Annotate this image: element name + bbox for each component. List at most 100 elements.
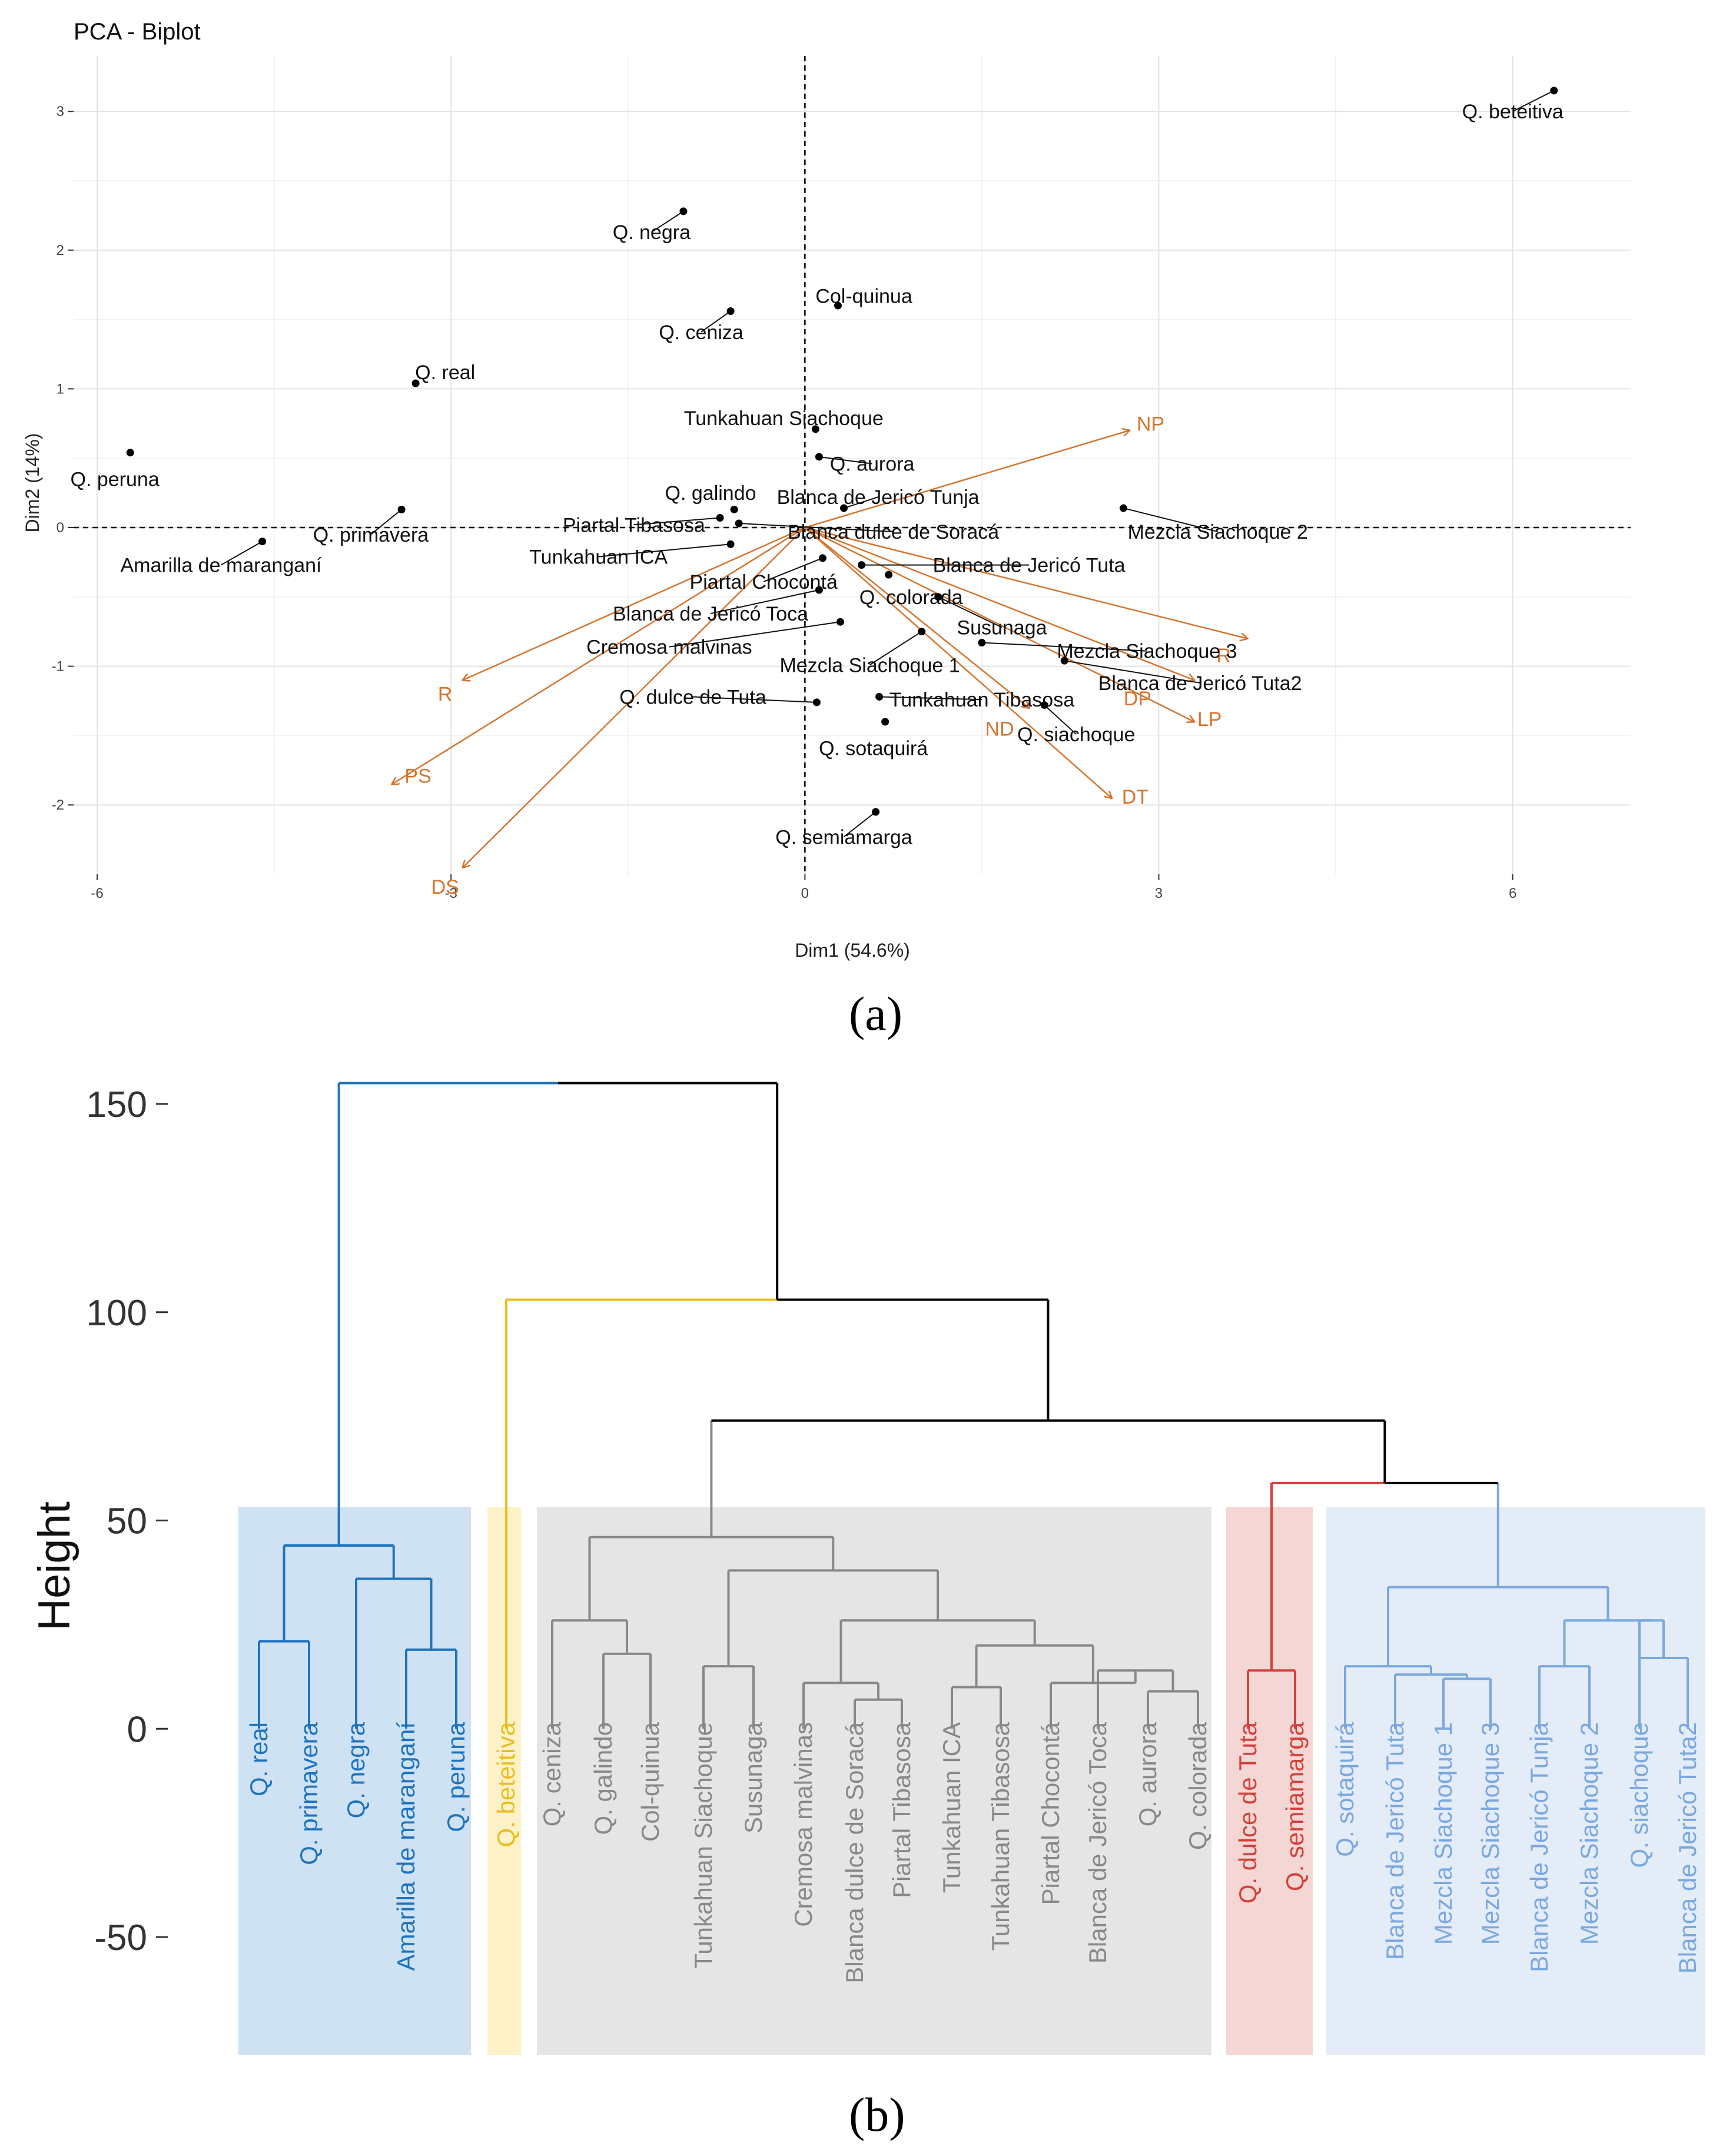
leaf-label: Q. real <box>245 1722 273 1796</box>
data-point <box>813 698 821 706</box>
point-label: Blanca dulce de Soracá <box>788 521 999 543</box>
leaf-label: Tunkahuan Tibasosa <box>987 1722 1014 1951</box>
y-tick-label: -2 <box>52 797 64 813</box>
dendro-tick-label: -50 <box>94 1918 147 1958</box>
leaf-label: Q. semiamarga <box>1281 1722 1309 1891</box>
leaf-label: Q. negra <box>342 1722 370 1818</box>
point-label: Q. sotaquirá <box>819 738 928 760</box>
data-point <box>398 506 406 513</box>
leaf-label: Blanca de Jericó Tuta <box>1381 1722 1409 1960</box>
data-point <box>735 519 743 527</box>
data-point <box>858 561 865 569</box>
point-label: Q. peruna <box>71 469 160 491</box>
pca-ylabel: Dim2 (14%) <box>22 433 43 533</box>
variable-label: LP <box>1197 708 1222 731</box>
x-tick-label: 6 <box>1509 886 1516 901</box>
data-point <box>918 628 925 635</box>
x-tick-label: -6 <box>91 886 103 901</box>
y-tick-label: 2 <box>57 243 64 258</box>
leaf-label: Mezcla Siachoque 2 <box>1575 1722 1603 1945</box>
point-label: Q. beteitiva <box>1462 101 1564 123</box>
leaf-label: Blanca de Jericó Tuta2 <box>1674 1722 1701 1974</box>
caption-a: (a) <box>849 986 902 1042</box>
variable-label: ND <box>985 718 1014 741</box>
dendro-tick-label: 0 <box>127 1709 147 1750</box>
pca-panel: -6 -3 0 3 6-2-10123NPRPSDSRDPLPNDDTQ. beteit… <box>52 56 1631 901</box>
variable-label: PS <box>404 765 431 788</box>
leaf-label: Blanca de Jericó Tunja <box>1525 1722 1553 1972</box>
data-point <box>258 538 266 545</box>
caption-a-text: (a) <box>849 987 902 1040</box>
data-point <box>978 639 985 646</box>
y-tick-label: -1 <box>52 659 64 675</box>
data-point <box>875 693 883 701</box>
caption-b: (b) <box>849 2087 905 2143</box>
leaf-label: Q. ceniza <box>538 1722 566 1826</box>
data-point <box>127 449 134 456</box>
leaf-label: Q. peruna <box>442 1722 470 1832</box>
point-label: Q. primavera <box>313 524 429 546</box>
point-label: Q. negra <box>613 221 691 244</box>
leaf-label: Q. primavera <box>295 1722 323 1865</box>
dendro-tick-label: 100 <box>87 1293 147 1334</box>
leaf-label: Col-quinua <box>636 1722 664 1842</box>
point-label: Q. semiamarga <box>775 826 912 848</box>
leaf-label: Tunkahuan Siachoque <box>689 1722 717 1969</box>
point-label: Q. aurora <box>830 453 915 476</box>
leaf-label: Q. dulce de Tuta <box>1234 1722 1262 1903</box>
variable-label: DT <box>1122 786 1149 808</box>
data-point <box>815 586 823 594</box>
leaf-label: Amarilla de maranganí <box>392 1722 420 1971</box>
data-point <box>1120 505 1127 512</box>
dendro-tick-label: 50 <box>107 1501 147 1542</box>
pca-xlabel: Dim1 (54.6%) <box>795 940 910 961</box>
leaf-label: Piartal Chocontá <box>1037 1722 1064 1905</box>
dendrogram-panel: 150100500-50Q. real Q. primavera Q. negra A… <box>87 1083 1705 2055</box>
data-point <box>885 571 892 579</box>
leaf-label: Mezcla Siachoque 1 <box>1429 1722 1457 1945</box>
data-point <box>727 540 735 548</box>
leaf-label: Susunaga <box>739 1722 767 1833</box>
point-label: Piartal Tibasosa <box>563 514 705 536</box>
data-point <box>837 618 844 626</box>
point-label: Blanca de Jericó Toca <box>613 603 808 625</box>
data-point <box>881 718 889 725</box>
data-point <box>727 307 735 315</box>
point-label: Q. galindo <box>665 482 756 505</box>
y-tick-label: 3 <box>57 104 64 120</box>
variable-label: DS <box>431 876 459 898</box>
point-label: Mezcla Siachoque 2 <box>1128 521 1308 543</box>
data-point <box>872 808 879 815</box>
x-tick-label: 3 <box>1155 886 1163 901</box>
figure: PCA - Biplot -6 -3 0 3 6-2-10123NPRPSDSRDPLP… <box>0 0 1736 2149</box>
leaf-label: Blanca dulce de Soracá <box>841 1722 868 1983</box>
leaf-label: Q. beteitiva <box>492 1722 520 1847</box>
leaf-label: Blanca de Jericó Toca <box>1084 1722 1111 1964</box>
point-label: Amarilla de maranganí <box>120 555 322 577</box>
leaf-label: Q. galindo <box>589 1722 617 1835</box>
data-point <box>1550 87 1558 94</box>
variable-label: NP <box>1137 413 1164 435</box>
point-label: Blanca de Jericó Tuta <box>933 555 1126 577</box>
point-label: Blanca de Jericó Tunja <box>777 486 980 509</box>
point-label: Q. ceniza <box>659 321 743 344</box>
point-label: Tunkahuan Siachoque <box>684 407 884 430</box>
point-label: Cremosa malvinas <box>586 636 752 659</box>
pca-title: PCA - Biplot <box>74 19 201 45</box>
data-point <box>679 207 687 215</box>
leaf-label: Cremosa malvinas <box>789 1722 817 1927</box>
data-point <box>1041 701 1048 709</box>
y-tick-label: 1 <box>57 381 64 397</box>
caption-b-text: (b) <box>849 2088 905 2141</box>
data-point <box>716 514 724 522</box>
y-tick-label: 0 <box>57 520 64 536</box>
point-label: Q. colorada <box>859 586 963 609</box>
data-point <box>1061 657 1068 665</box>
data-point <box>819 554 826 562</box>
leaf-label: Piartal Tibasosa <box>888 1722 915 1898</box>
point-label: Mezcla Siachoque 1 <box>779 654 960 676</box>
variable-arrow <box>805 430 1129 528</box>
leaf-label: Tunkahuan ICA <box>938 1722 965 1893</box>
variable-label: R <box>438 684 453 706</box>
point-label: Col-quinua <box>815 286 912 308</box>
